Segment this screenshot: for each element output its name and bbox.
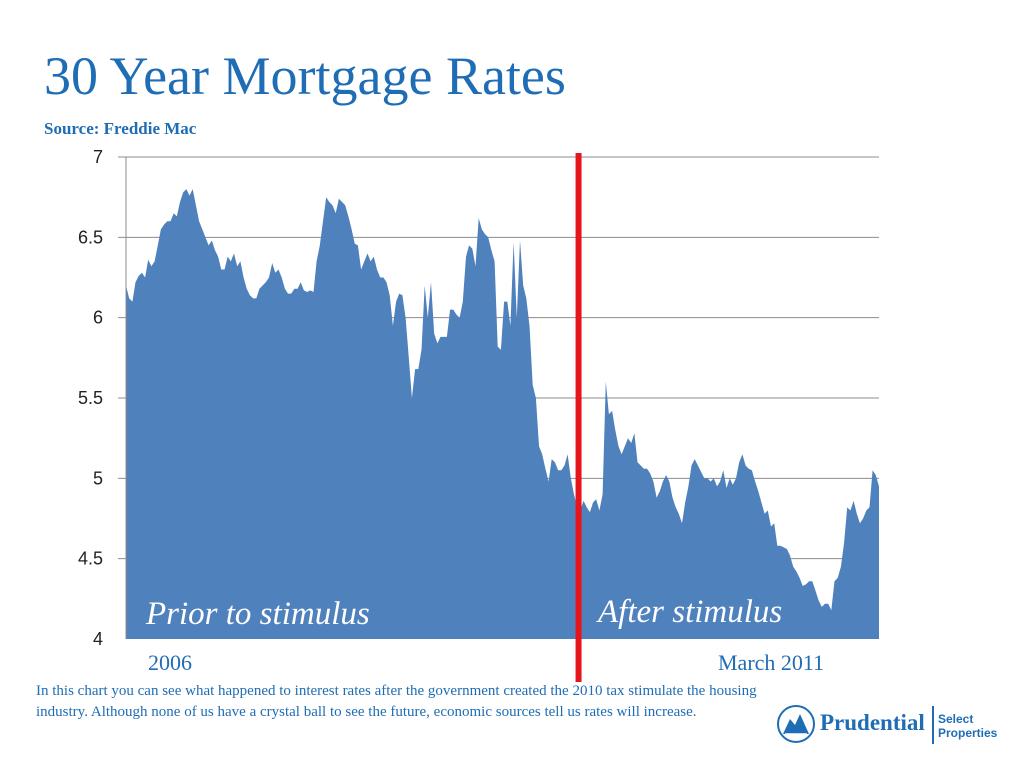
x-start-label: 2006 xyxy=(148,650,192,675)
y-tick-label: 6.5 xyxy=(78,227,103,247)
y-tick-label: 5 xyxy=(93,468,103,488)
logo-subtitle: Select Properties xyxy=(938,712,1002,740)
annotation-prior-to-stimulus: Prior to stimulus xyxy=(146,596,370,632)
y-axis-ticks: 4 4.5 5 5.5 6 6.5 7 xyxy=(78,147,103,649)
y-tick-label: 6 xyxy=(93,308,103,328)
explanation-note: In this chart you can see what happened … xyxy=(36,683,757,720)
x-end-label: March 2011 xyxy=(718,650,825,675)
rate-area-series xyxy=(126,189,879,639)
y-tick-label: 4.5 xyxy=(78,549,103,569)
annotation-after-stimulus: After stimulus xyxy=(598,594,783,630)
y-tick-label: 5.5 xyxy=(78,388,103,408)
logo-sub-line-2: Properties xyxy=(938,726,998,740)
y-tick-label: 7 xyxy=(93,147,103,167)
y-tick-label: 4 xyxy=(93,629,103,649)
rock-logo-icon xyxy=(777,705,815,743)
logo-divider xyxy=(932,706,934,744)
source-label: Source: Freddie Mac xyxy=(44,119,197,138)
page-title: 30 Year Mortgage Rates xyxy=(44,46,566,106)
prudential-logo: Prudential Select Properties xyxy=(776,704,1006,748)
logo-sub-line-1: Select xyxy=(938,712,974,726)
logo-name: Prudential xyxy=(820,710,925,735)
